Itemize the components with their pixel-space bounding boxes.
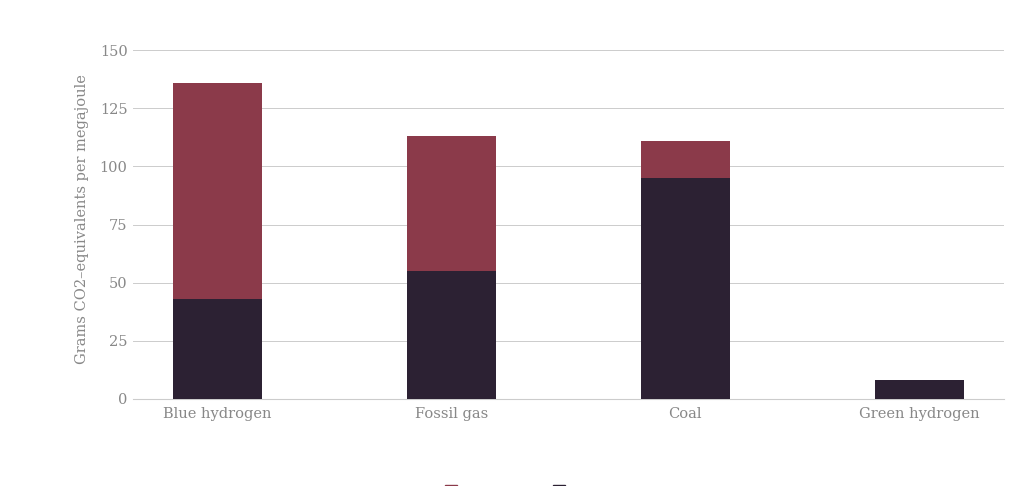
Bar (173, 83, 262, 299)
Bar (874, 380, 964, 399)
Bar (173, 299, 262, 399)
Bar (407, 271, 496, 399)
Bar (641, 141, 730, 178)
Y-axis label: Grams CO2–equivalents per megajoule: Grams CO2–equivalents per megajoule (75, 74, 89, 364)
Bar (407, 137, 496, 271)
Legend: Methane, Carbon dioxide: Methane, Carbon dioxide (438, 479, 698, 486)
Bar (641, 178, 730, 399)
